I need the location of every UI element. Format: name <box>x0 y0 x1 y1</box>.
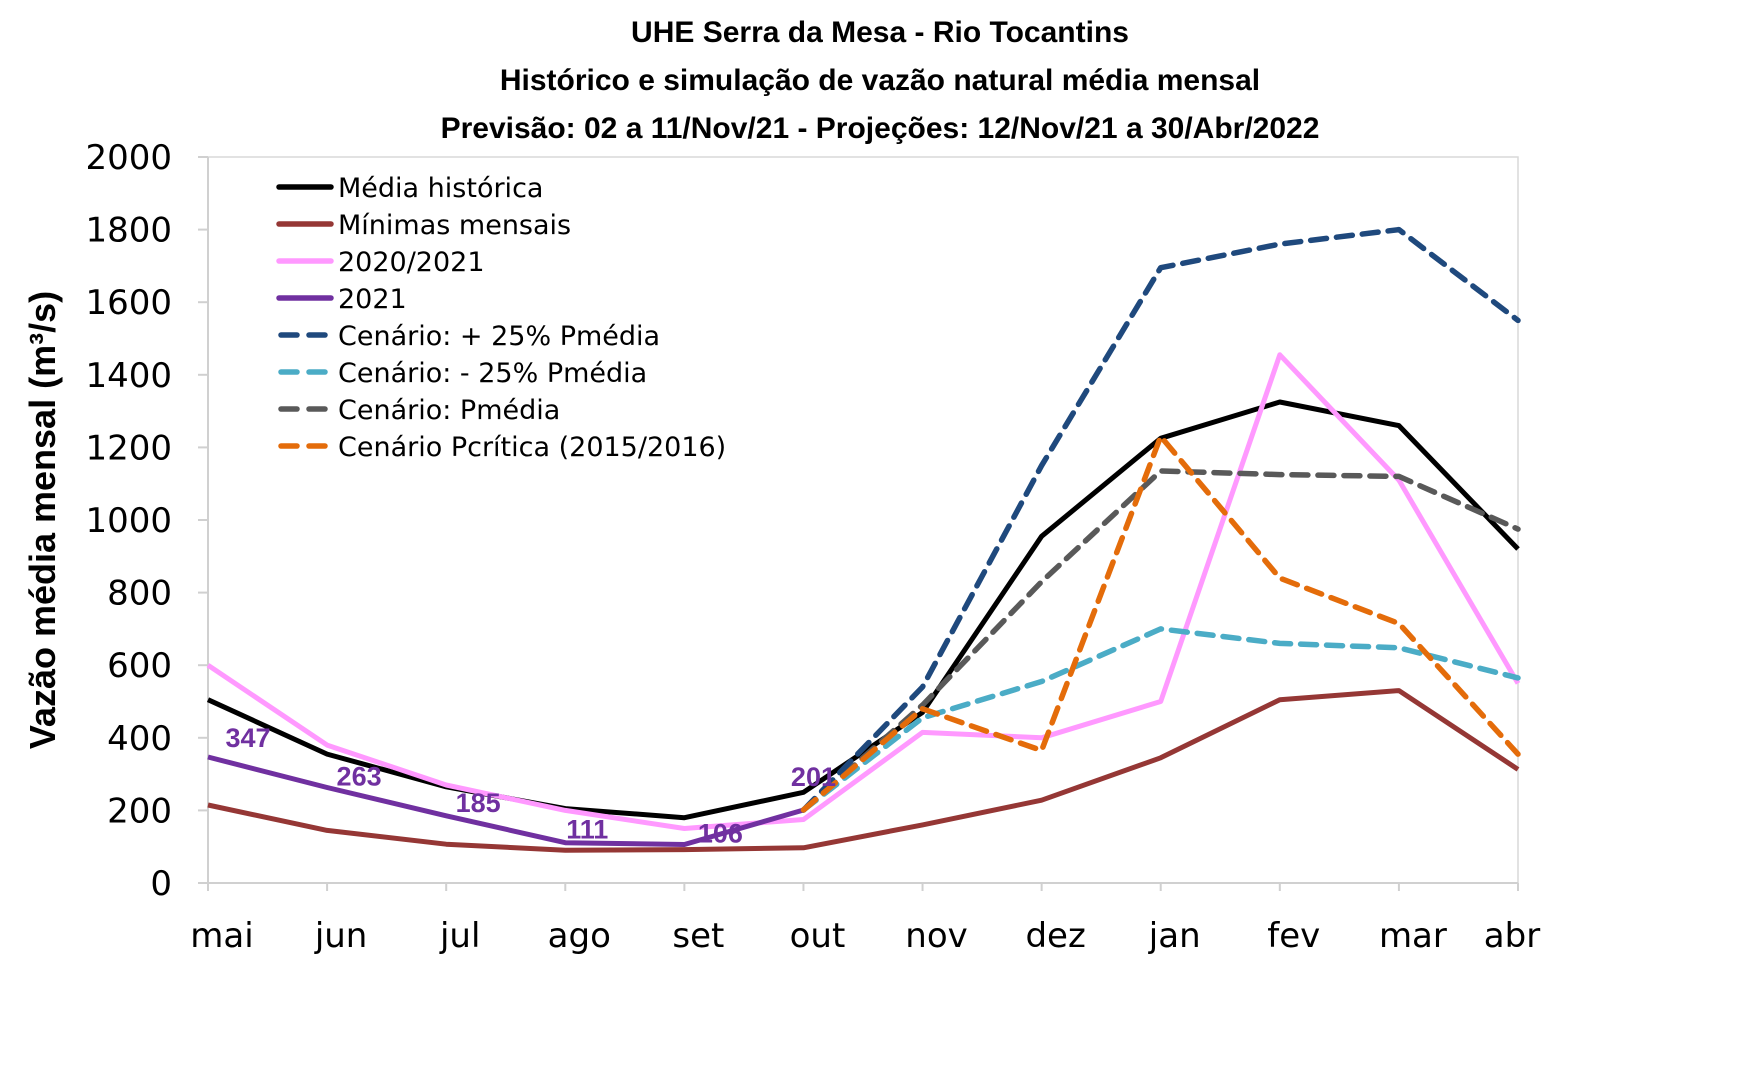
chart-subtitle: Histórico e simulação de vazão natural m… <box>500 64 1260 97</box>
legend-item: Média histórica <box>276 173 543 204</box>
data-labels: 347 263 185 111 106 201 <box>225 723 836 848</box>
data-label: 106 <box>698 819 743 849</box>
y-tick-label: 200 <box>107 791 172 831</box>
series-line-5 <box>800 626 1521 813</box>
series-line-1 <box>207 688 1520 853</box>
x-tick-label: abr <box>1484 916 1540 956</box>
x-tick-label: set <box>672 916 724 956</box>
legend-label: Cenário: - 25% Pmédia <box>338 358 647 389</box>
legend-label: Cenário Pcrítica (2015/2016) <box>338 432 726 463</box>
x-tick-label: fev <box>1267 916 1320 956</box>
y-ticks: 0 200 400 600 800 1000 1200 1400 1600 1800 2000 <box>85 138 208 904</box>
series-line-6 <box>800 468 1521 813</box>
y-tick-label: 800 <box>107 574 172 614</box>
legend-item: 2021 <box>276 284 407 315</box>
series-group <box>206 226 1521 853</box>
legend-item: Mínimas mensais <box>276 210 571 241</box>
y-tick-label: 1600 <box>85 283 172 323</box>
chart-title: UHE Serra da Mesa - Rio Tocantins <box>631 16 1129 49</box>
y-tick-label: 400 <box>107 719 172 759</box>
legend-label: Média histórica <box>338 173 543 204</box>
series-line-3 <box>207 754 805 847</box>
data-label: 111 <box>566 815 608 845</box>
x-tick-label: jul <box>439 916 480 956</box>
legend-label: Cenário: + 25% Pmédia <box>338 321 660 352</box>
legend-label: 2020/2021 <box>338 247 485 278</box>
y-tick-label: 1000 <box>85 501 172 541</box>
data-label: 347 <box>225 723 270 753</box>
y-tick-label: 1400 <box>85 356 172 396</box>
y-axis-label: Vazão média mensal (m³/s) <box>22 291 63 749</box>
x-tick-label: nov <box>905 916 967 956</box>
y-tick-label: 1200 <box>85 428 172 468</box>
data-label: 201 <box>791 762 836 792</box>
data-label: 185 <box>456 788 501 818</box>
y-tick-label: 0 <box>150 864 172 904</box>
x-tick-label: mar <box>1379 916 1447 956</box>
x-tick-label: jun <box>314 916 368 956</box>
legend: Média histórica Mínimas mensais 2020/2021 2… <box>276 173 726 463</box>
y-tick-label: 1800 <box>85 211 172 251</box>
y-tick-label: 2000 <box>85 138 172 178</box>
legend-item: Cenário: Pmédia <box>278 395 560 426</box>
legend-item: Cenário: + 25% Pmédia <box>278 321 660 352</box>
x-tick-label: dez <box>1025 916 1085 956</box>
x-ticks: mai jun jul ago set out nov dez jan fev mar abr <box>190 883 1540 956</box>
x-tick-label: ago <box>548 916 611 956</box>
x-tick-label: jan <box>1148 916 1201 956</box>
data-label: 263 <box>337 762 382 792</box>
series-line-4 <box>800 226 1521 813</box>
legend-label: Mínimas mensais <box>338 210 571 241</box>
chart-subtitle-2: Previsão: 02 a 11/Nov/21 - Projeções: 12… <box>441 112 1320 145</box>
series-line-7 <box>800 433 1521 813</box>
legend-label: 2021 <box>338 284 407 315</box>
legend-item: Cenário Pcrítica (2015/2016) <box>278 432 726 463</box>
legend-item: 2020/2021 <box>276 247 485 278</box>
series-line-2 <box>206 352 1521 831</box>
y-tick-label: 600 <box>107 646 172 686</box>
x-tick-label: out <box>790 916 846 956</box>
x-tick-label: mai <box>190 916 253 956</box>
legend-item: Cenário: - 25% Pmédia <box>278 358 647 389</box>
legend-label: Cenário: Pmédia <box>338 395 560 426</box>
